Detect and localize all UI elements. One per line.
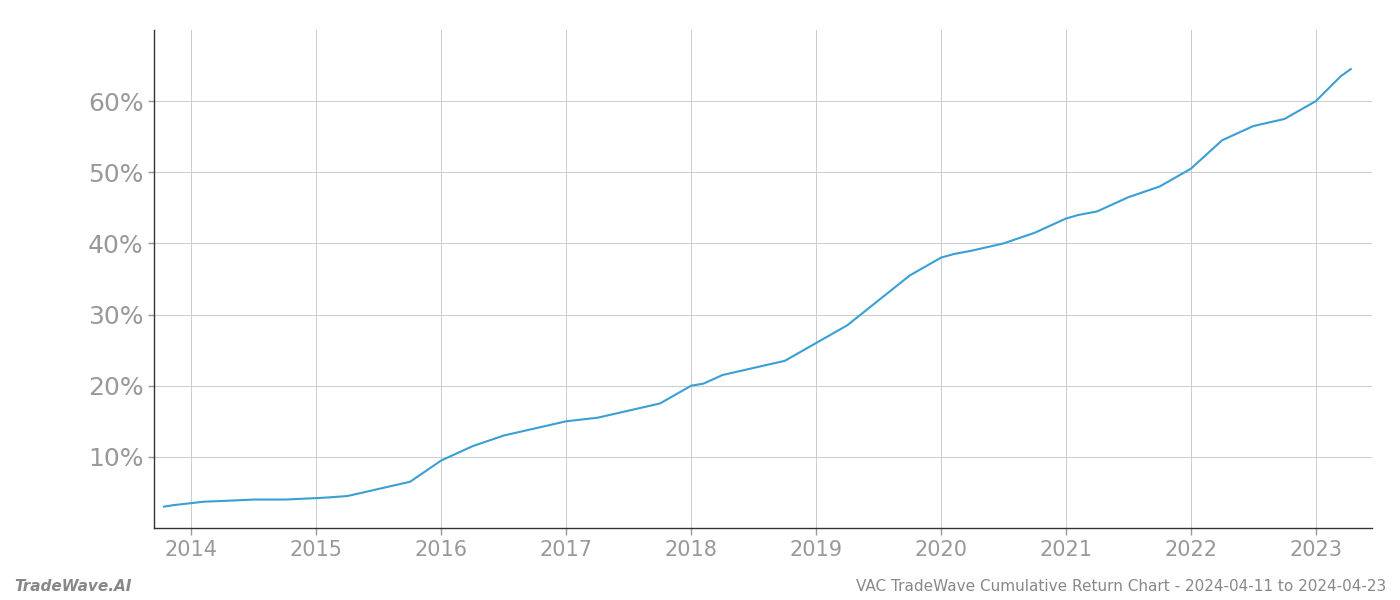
Text: VAC TradeWave Cumulative Return Chart - 2024-04-11 to 2024-04-23: VAC TradeWave Cumulative Return Chart - … [855, 579, 1386, 594]
Text: TradeWave.AI: TradeWave.AI [14, 579, 132, 594]
